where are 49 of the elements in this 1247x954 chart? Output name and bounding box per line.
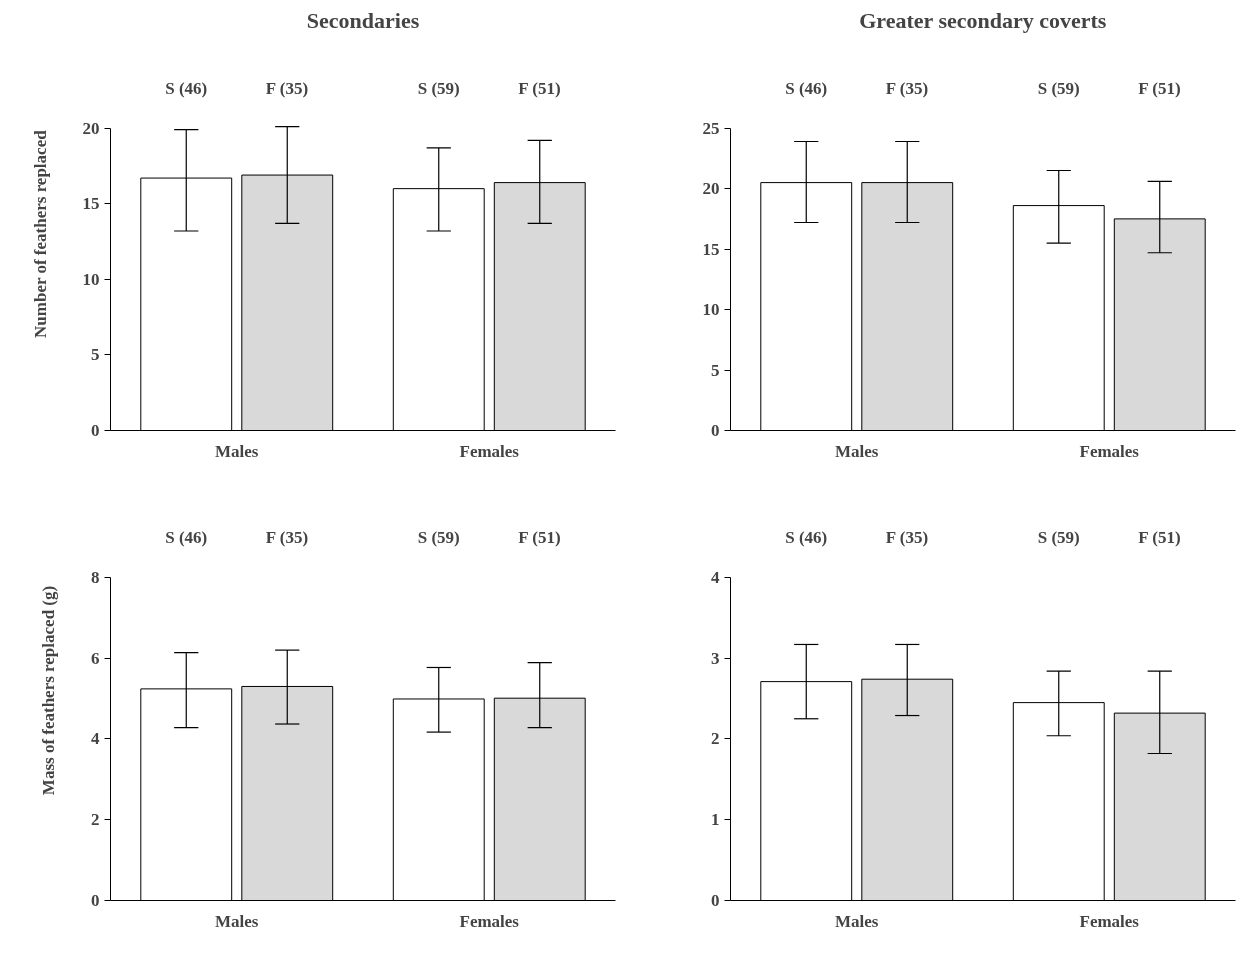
y-tick-label: 10 [82,269,100,289]
x-tick-label: Females [1079,911,1140,931]
y-tick-label: 20 [82,118,100,138]
text: F (35) [265,528,309,548]
text: S (59) [1037,79,1080,99]
text: F (51) [1138,79,1181,99]
x-tick-label: Males [835,441,879,461]
y-tick-label: 5 [91,345,100,365]
y-tick-label: 0 [91,891,100,910]
y-axis-title: Number of feathers replaced [30,129,50,338]
x-tick-label: Males [215,911,259,931]
text: S (59) [1037,528,1080,548]
y-tick-label: 1 [711,810,720,830]
x-tick-label: Males [835,911,879,931]
y-tick-label: 2 [711,729,720,749]
y-tick-label: 5 [711,360,720,380]
text: F (35) [885,79,929,99]
y-tick-label: 25 [702,118,720,138]
y-tick-label: 6 [91,648,100,668]
y-tick-label: 0 [91,421,100,440]
y-tick-label: 20 [702,179,720,199]
y-tick-label: 15 [82,194,100,214]
text: F (35) [885,528,929,548]
x-tick-label: Females [1079,441,1140,461]
text: F (51) [518,79,561,99]
text: S (46) [785,79,828,99]
y-axis-title: Mass of feathers replaced (g) [39,585,58,796]
text: F (51) [1138,528,1181,548]
text: S (46) [165,528,208,548]
y-tick-label: 15 [702,239,720,259]
y-tick-label: 4 [711,567,720,587]
x-tick-label: Females [459,911,520,931]
y-tick-label: 4 [91,729,100,749]
y-tick-label: 3 [711,648,720,668]
x-tick-label: Males [215,441,259,461]
y-tick-label: 0 [711,421,720,440]
x-tick-label: Females [459,441,520,461]
chart-title: Greater secondary coverts [859,7,1107,33]
y-tick-label: 8 [91,567,100,587]
chart-title: Secondaries [306,7,420,33]
text: F (35) [265,79,309,99]
text: S (46) [165,79,208,99]
text: S (59) [417,528,460,548]
y-tick-label: 2 [91,810,100,830]
y-tick-label: 0 [711,891,720,910]
text: F (51) [518,528,561,548]
text: S (59) [417,79,460,99]
y-tick-label: 10 [702,300,720,320]
text: S (46) [785,528,828,548]
